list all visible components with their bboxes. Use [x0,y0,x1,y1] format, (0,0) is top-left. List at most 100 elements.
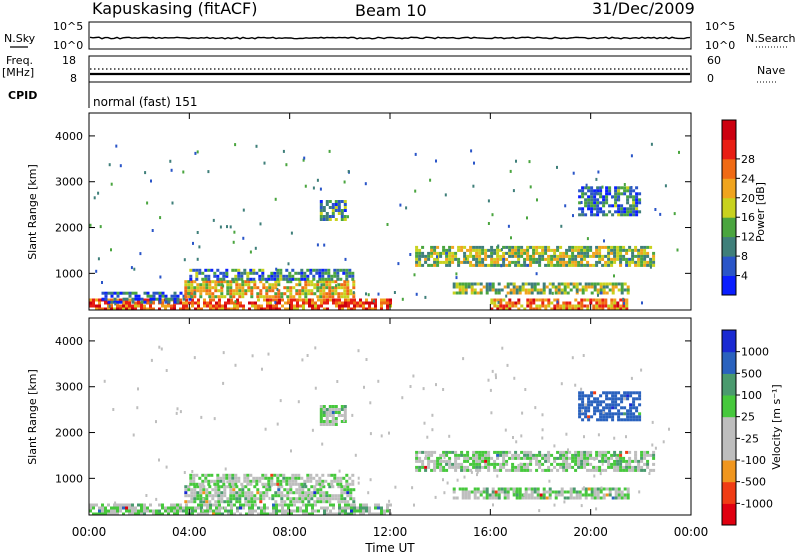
echo-cell [601,304,605,308]
echo-cell [268,488,272,492]
echo-cell [523,468,527,472]
echo-cell [325,218,329,221]
echo-cell [266,506,269,510]
echo-cell [571,456,575,460]
echo-cell [241,286,245,290]
colorbar-frame [721,119,737,296]
echo-cell [604,453,608,457]
echo-cell [207,274,211,278]
echo-cell [616,465,620,469]
echo-cell [310,485,314,489]
echo-cell [338,509,341,513]
echo-cell [337,212,341,215]
echo-cell [577,254,581,258]
echo-cell [485,285,489,289]
echo-cell [472,248,476,252]
echo-cell [220,494,224,498]
echo-cell [233,307,236,311]
echo-cell [185,298,188,302]
echo-cell [314,304,317,308]
echo-cell [152,291,156,295]
echo-cell [580,462,584,466]
echo-cell [352,500,356,504]
echo-cell [625,301,629,305]
echo-cell [559,251,563,255]
echo-cell [623,394,627,398]
echo-cell [478,459,482,463]
echo-cell [457,263,461,267]
echo-cell [219,476,223,480]
scatter-echo [336,380,339,383]
echo-cell [496,304,500,308]
echo-cell [532,298,536,302]
scatter-echo [212,218,215,222]
echo-cell [348,482,352,486]
echo-cell [340,420,344,423]
echo-cell [347,304,350,308]
echo-cell [185,506,188,510]
echo-cell [205,280,209,284]
echo-cell [638,415,642,419]
echo-cell [122,304,125,308]
echo-cell [216,268,220,272]
echo-cell [264,473,268,477]
colorbar-tick-label: 100 [741,389,762,402]
echo-cell [619,450,623,454]
echo-cell [652,450,656,454]
echo-cell [530,493,534,497]
echo-cell [593,204,597,208]
echo-cell [445,248,449,252]
echo-cell [577,453,581,457]
echo-cell [605,415,609,419]
echo-cell [229,494,233,498]
scatter-echo [112,408,115,411]
scatter-echo [431,413,434,417]
echo-cell [235,494,239,498]
echo-cell [551,285,555,289]
echo-cell [541,245,545,249]
echo-cell [241,491,245,495]
echo-cell [631,459,635,463]
echo-cell [634,468,638,472]
echo-cell [241,280,245,284]
echo-cell [629,403,633,407]
scatter-echo [676,248,679,252]
echo-cell [338,506,341,510]
echo-cell [269,298,272,302]
echo-cell [632,198,636,202]
echo-cell [497,288,501,292]
echo-cell [213,482,217,486]
echo-cell [343,218,347,221]
echo-cell [469,251,473,255]
echo-cell [475,456,479,460]
echo-cell [620,397,624,401]
echo-cell [599,285,603,289]
echo-cell [623,496,627,500]
colorbar-segment [722,236,736,257]
scatter-echo [108,304,111,308]
echo-cell [584,493,588,497]
scatter-echo [377,292,380,296]
echo-cell [134,509,137,513]
echo-cell [348,268,352,272]
echo-cell [161,506,164,510]
echo-cell [607,450,611,454]
echo-cell [324,479,328,483]
scatter-echo [169,159,172,163]
echo-cell [617,192,621,196]
echo-cell [562,450,566,454]
echo-cell [625,459,629,463]
echo-cell [353,307,356,311]
echo-cell [583,257,587,261]
echo-cell [493,465,497,469]
echo-cell [200,503,203,507]
echo-cell [238,289,242,293]
echo-cell [324,268,328,272]
echo-cell [128,509,131,513]
echo-cell [304,497,308,501]
echo-cell [272,503,275,507]
scatter-echo [276,288,279,291]
echo-cell [620,204,624,208]
echo-cell [327,473,331,477]
echo-cell [529,462,533,466]
